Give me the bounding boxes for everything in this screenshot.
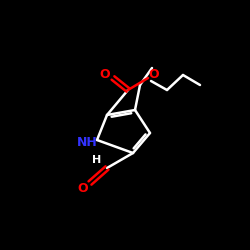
Text: O: O [78,182,88,196]
Text: NH: NH [76,136,98,148]
Text: O: O [100,68,110,80]
Text: O: O [149,68,159,80]
Text: H: H [92,155,102,165]
